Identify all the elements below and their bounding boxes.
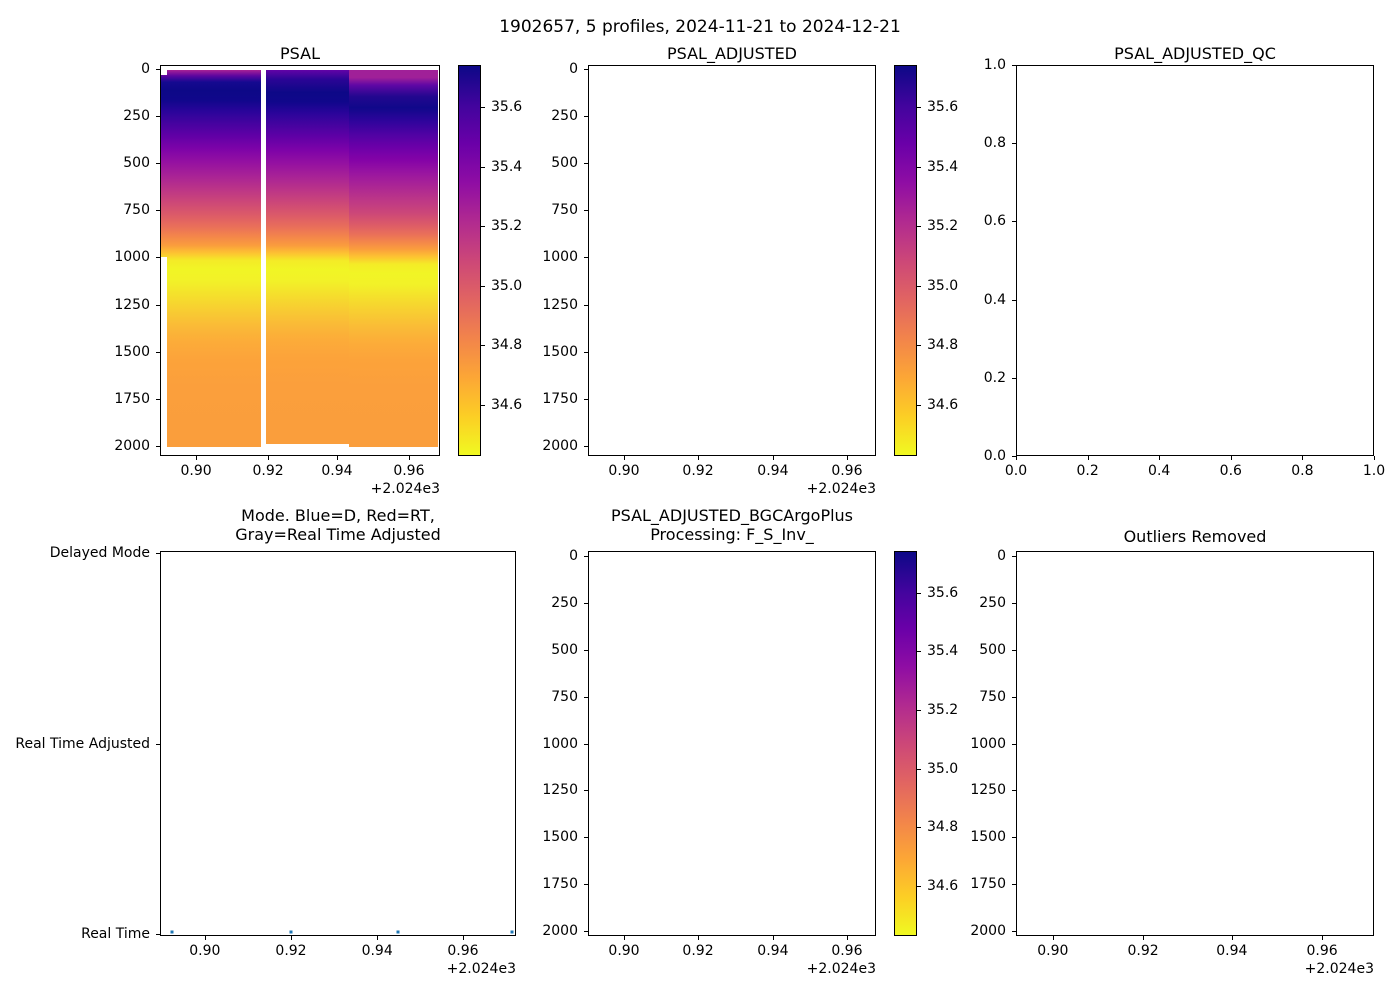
psal-adjusted-plot xyxy=(588,65,876,456)
mode-y-axis: Delayed Mode Real Time Adjusted Real Time xyxy=(10,545,160,942)
mode-point xyxy=(170,930,174,934)
psal-adjusted-x-offset: +2.024e3 xyxy=(806,481,876,497)
bgc-colorbar-axis: 35.6 35.4 35.2 35.0 34.8 34.6 xyxy=(917,551,977,936)
mode-point xyxy=(289,930,293,934)
psal-colorbar-axis: 35.6 35.4 35.2 35.0 34.8 34.6 xyxy=(481,65,541,456)
psal-adjusted-colorbar xyxy=(894,65,917,456)
psal-profile-1-truncation-patch xyxy=(161,257,167,455)
psal-adjusted-colorbar-axis: 35.6 35.4 35.2 35.0 34.8 34.6 xyxy=(917,65,977,456)
psal-adjusted-qc-x-axis: 0.0 0.2 0.4 0.6 0.8 1.0 xyxy=(1005,456,1385,480)
psal-profile-2-column xyxy=(167,70,261,447)
bgc-x-offset: +2.024e3 xyxy=(806,961,876,977)
outliers-x-offset: +2.024e3 xyxy=(1304,961,1374,977)
mode-x-offset: +2.024e3 xyxy=(446,961,516,977)
psal-profile-3-column xyxy=(266,70,349,444)
mode-plot xyxy=(160,551,516,936)
bgc-colorbar xyxy=(894,551,917,936)
mode-title-line1: Mode. Blue=D, Red=RT, xyxy=(241,506,435,525)
bgc-title-line2: Processing: F_S_Inv_ xyxy=(650,525,814,544)
psal-x-axis: 0.90 0.92 0.94 0.96 xyxy=(160,456,440,480)
psal-adjusted-x-axis: 0.90 0.92 0.94 0.96 xyxy=(588,456,876,480)
psal-y-axis: 0 250 500 750 1000 1250 1500 1750 2000 xyxy=(10,61,160,456)
psal-colorbar xyxy=(458,65,481,456)
figure-title: 1902657, 5 profiles, 2024-11-21 to 2024-… xyxy=(499,17,901,37)
outliers-x-axis: 0.90 0.92 0.94 0.96 xyxy=(1016,936,1374,960)
bgc-plot xyxy=(588,551,876,936)
psal-adjusted-y-axis: 0 250 500 750 1000 1250 1500 1750 2000 xyxy=(438,61,588,456)
bgc-y-axis: 0 250 500 750 1000 1250 1500 1750 2000 xyxy=(438,548,588,939)
mode-title-line2: Gray=Real Time Adjusted xyxy=(235,525,441,544)
psal-adjusted-title: PSAL_ADJUSTED xyxy=(666,44,797,63)
psal-adjusted-qc-y-axis: 1.0 0.8 0.6 0.4 0.2 0.0 xyxy=(866,57,1016,464)
mode-x-axis: 0.90 0.92 0.94 0.96 xyxy=(160,936,516,960)
psal-adjusted-qc-title: PSAL_ADJUSTED_QC xyxy=(1114,44,1276,63)
psal-x-offset: +2.024e3 xyxy=(370,481,440,497)
psal-title: PSAL xyxy=(280,44,320,63)
mode-title: Mode. Blue=D, Red=RT, Gray=Real Time Adju… xyxy=(160,506,516,544)
outliers-plot xyxy=(1016,551,1374,936)
mode-point xyxy=(510,930,514,934)
psal-missing-surface-patch xyxy=(161,70,167,75)
bgc-title-line1: PSAL_ADJUSTED_BGCArgoPlus xyxy=(610,506,854,525)
psal-profile-4-5-column xyxy=(349,70,438,447)
psal-heatmap-plot xyxy=(160,65,440,456)
outliers-title: Outliers Removed xyxy=(1123,527,1267,546)
bgc-title: PSAL_ADJUSTED_BGCArgoPlus Processing: F_S… xyxy=(588,506,876,544)
outliers-y-axis: 0 250 500 750 1000 1250 1500 1750 2000 xyxy=(866,548,1016,939)
bgc-x-axis: 0.90 0.92 0.94 0.96 xyxy=(588,936,876,960)
mode-point xyxy=(396,930,400,934)
psal-adjusted-qc-plot xyxy=(1016,65,1374,456)
